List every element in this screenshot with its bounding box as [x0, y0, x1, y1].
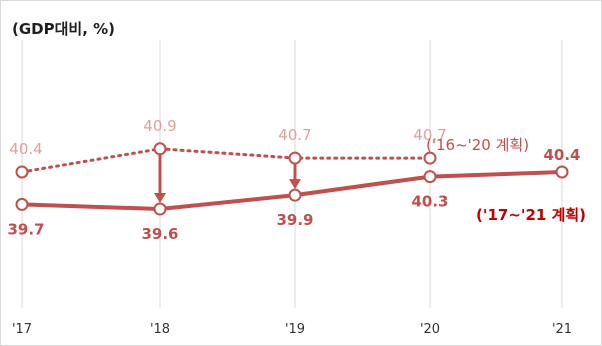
data-label-plan-2017: 40.4 [543, 146, 580, 164]
series-line-plan-2016 [20, 147, 432, 174]
data-point-plan-2017 [153, 202, 167, 216]
data-point-plan-2016 [423, 151, 437, 165]
legend-actual-label: ('17~'21 계획) [476, 206, 586, 224]
data-label-plan-2016: 40.4 [9, 140, 42, 158]
data-point-plan-2017 [555, 165, 569, 179]
data-point-plan-2016 [15, 165, 29, 179]
x-tick-label: '19 [285, 322, 305, 337]
data-label-plan-2017: 39.7 [7, 220, 44, 238]
data-point-plan-2017 [15, 197, 29, 211]
x-tick-label: '20 [420, 322, 440, 337]
arrow-head [154, 193, 166, 204]
data-point-plan-2016 [153, 142, 167, 156]
unit-label: (GDP대비, %) [12, 20, 115, 38]
data-label-plan-2017: 39.6 [141, 225, 178, 243]
data-label-plan-2017: 40.3 [411, 193, 448, 211]
arrow-head [289, 179, 301, 190]
data-point-plan-2016 [288, 151, 302, 165]
data-point-plan-2017 [423, 170, 437, 184]
x-tick-label: '21 [552, 322, 572, 337]
data-point-plan-2017 [288, 188, 302, 202]
data-label-plan-2016: 40.9 [143, 117, 176, 135]
legend-plan-label: ('16~'20 계획) [426, 136, 529, 154]
data-label-plan-2017: 39.9 [276, 211, 313, 229]
x-tick-label: '18 [150, 322, 170, 337]
data-label-plan-2016: 40.7 [278, 126, 311, 144]
x-tick-label: '17 [12, 322, 32, 337]
data-label-plan-2016: 40.7 [413, 126, 446, 144]
